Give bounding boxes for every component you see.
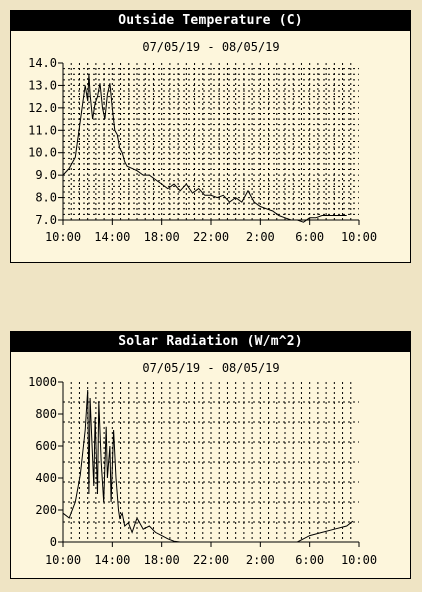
- x-tick-label: 22:00: [193, 553, 229, 567]
- x-tick-label: 14:00: [94, 553, 130, 567]
- chart-subtitle: 07/05/19 - 08/05/19: [142, 361, 279, 375]
- series-line: [62, 74, 347, 223]
- y-tick-label: 14.0: [28, 56, 57, 70]
- series-line: [62, 389, 354, 543]
- x-tick-label: 18:00: [144, 553, 180, 567]
- solar-radiation-chart-panel: Solar Radiation (W/m^2) 07/05/19 - 08/05…: [10, 331, 411, 579]
- x-tick-label: 18:00: [144, 230, 180, 244]
- chart-title: Outside Temperature (C): [11, 11, 410, 31]
- y-tick-label: 600: [35, 439, 57, 453]
- y-tick-label: 200: [35, 503, 57, 517]
- x-tick-label: 10:00: [45, 553, 81, 567]
- y-tick-label: 1000: [28, 375, 57, 389]
- temperature-chart-panel: Outside Temperature (C) 07/05/19 - 08/05…: [10, 10, 411, 263]
- y-tick-label: 9.0: [35, 168, 57, 182]
- y-tick-label: 0: [50, 535, 57, 549]
- x-tick-label: 10:00: [341, 230, 377, 244]
- y-tick-label: 7.0: [35, 213, 57, 227]
- y-tick-label: 400: [35, 471, 57, 485]
- y-tick-label: 10.0: [28, 146, 57, 160]
- x-tick-label: 2:00: [246, 553, 275, 567]
- x-tick-label: 22:00: [193, 230, 229, 244]
- x-tick-label: 6:00: [295, 553, 324, 567]
- x-tick-label: 14:00: [94, 230, 130, 244]
- y-tick-label: 8.0: [35, 191, 57, 205]
- grid-lines: [63, 382, 359, 542]
- y-tick-label: 12.0: [28, 101, 57, 115]
- temperature-chart: 07/05/19 - 08/05/19 14.0 13.0 12.0 11.0 10.0 9…: [28, 40, 377, 244]
- solar-radiation-chart: 07/05/19 - 08/05/19 1000 800 600 400 200 0 10:0…: [28, 361, 377, 567]
- grid-lines: [63, 63, 359, 220]
- y-tick-label: 11.0: [28, 123, 57, 137]
- chart-subtitle: 07/05/19 - 08/05/19: [142, 40, 279, 54]
- x-tick-label: 10:00: [341, 553, 377, 567]
- y-tick-label: 800: [35, 407, 57, 421]
- x-tick-label: 2:00: [246, 230, 275, 244]
- x-tick-label: 10:00: [45, 230, 81, 244]
- y-tick-label: 13.0: [28, 78, 57, 92]
- chart-title: Solar Radiation (W/m^2): [11, 332, 410, 352]
- x-tick-label: 6:00: [295, 230, 324, 244]
